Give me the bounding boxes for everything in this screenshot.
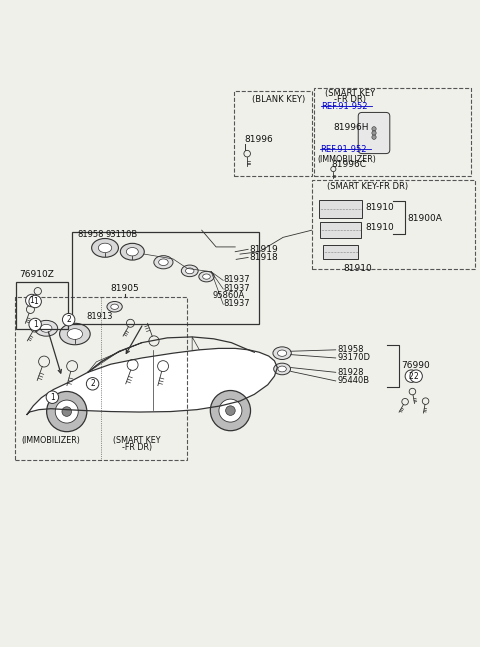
Text: 1: 1 (33, 320, 37, 329)
Text: (IMMOBILIZER): (IMMOBILIZER) (22, 437, 80, 445)
Text: 2: 2 (66, 315, 71, 324)
Circle shape (405, 370, 418, 382)
Text: 81905: 81905 (111, 284, 140, 293)
Circle shape (410, 370, 422, 382)
Ellipse shape (158, 259, 168, 265)
Ellipse shape (274, 363, 290, 375)
Text: 1: 1 (50, 393, 55, 402)
Circle shape (226, 406, 235, 415)
Text: 81937: 81937 (224, 283, 251, 292)
Ellipse shape (67, 329, 83, 340)
Text: 81937: 81937 (224, 299, 251, 308)
Text: 81996C: 81996C (331, 160, 366, 169)
Ellipse shape (186, 268, 194, 274)
Text: 81996: 81996 (245, 135, 274, 144)
Text: 81937: 81937 (224, 275, 251, 284)
Ellipse shape (126, 248, 138, 256)
Circle shape (62, 313, 75, 326)
Ellipse shape (98, 243, 112, 252)
Bar (312, 181, 475, 269)
Ellipse shape (60, 324, 90, 345)
Circle shape (219, 399, 242, 422)
Ellipse shape (203, 274, 210, 280)
Ellipse shape (277, 350, 287, 356)
Text: (SMART KEY-FR DR): (SMART KEY-FR DR) (327, 182, 408, 192)
Circle shape (29, 295, 41, 308)
Circle shape (25, 294, 38, 307)
Text: -FR DR): -FR DR) (122, 443, 152, 452)
Text: 76990: 76990 (401, 361, 430, 370)
Bar (319, 199, 362, 218)
Ellipse shape (92, 239, 119, 258)
Circle shape (62, 407, 72, 417)
Circle shape (47, 391, 87, 432)
Text: 81910: 81910 (343, 265, 372, 274)
Bar (234, 91, 312, 176)
Bar (72, 232, 259, 324)
Ellipse shape (35, 320, 58, 336)
Text: 95440B: 95440B (337, 377, 369, 386)
Text: (SMART KEY: (SMART KEY (113, 437, 161, 445)
Text: 1: 1 (33, 297, 37, 306)
Text: 81918: 81918 (250, 253, 278, 262)
Text: 2: 2 (409, 371, 414, 380)
Ellipse shape (40, 324, 52, 333)
Circle shape (372, 131, 376, 135)
Circle shape (29, 318, 41, 331)
Text: REF.91-952: REF.91-952 (321, 145, 367, 154)
Text: 2: 2 (90, 379, 95, 388)
Circle shape (372, 127, 376, 131)
Text: 81910: 81910 (365, 203, 394, 212)
Text: 76910Z: 76910Z (19, 270, 54, 280)
Text: 2: 2 (414, 371, 419, 380)
Ellipse shape (107, 302, 122, 312)
Text: 81958: 81958 (77, 230, 104, 239)
Text: 93170D: 93170D (337, 353, 370, 362)
Ellipse shape (181, 265, 198, 277)
Text: -FR DR): -FR DR) (334, 95, 366, 104)
Text: 93110B: 93110B (105, 230, 137, 239)
Text: (IMMOBILIZER): (IMMOBILIZER) (318, 155, 376, 164)
Text: (BLANK KEY): (BLANK KEY) (252, 94, 305, 104)
Bar (15, 297, 187, 460)
Circle shape (372, 135, 376, 139)
Text: 81996H: 81996H (333, 123, 369, 132)
FancyBboxPatch shape (358, 113, 390, 153)
Polygon shape (27, 348, 277, 415)
Bar (320, 222, 361, 238)
Circle shape (86, 378, 99, 390)
Text: 81900A: 81900A (408, 214, 443, 223)
Text: 81919: 81919 (250, 245, 278, 254)
Bar (323, 245, 359, 259)
Ellipse shape (199, 271, 214, 282)
Circle shape (55, 400, 78, 423)
Circle shape (46, 391, 59, 404)
Ellipse shape (120, 243, 144, 260)
Text: (SMART KEY: (SMART KEY (325, 89, 375, 98)
Ellipse shape (273, 347, 291, 360)
Ellipse shape (278, 366, 287, 372)
Text: 81910: 81910 (365, 223, 394, 232)
Text: 81913: 81913 (86, 313, 112, 322)
Text: 1: 1 (29, 296, 34, 305)
Text: 81958: 81958 (337, 345, 364, 355)
Circle shape (210, 391, 251, 431)
Text: REF.91-952: REF.91-952 (322, 102, 368, 111)
Text: 95860A: 95860A (212, 291, 244, 300)
Text: 81928: 81928 (337, 367, 364, 377)
Bar (314, 87, 471, 176)
Ellipse shape (111, 304, 119, 309)
Bar (16, 282, 68, 329)
Ellipse shape (154, 256, 173, 269)
